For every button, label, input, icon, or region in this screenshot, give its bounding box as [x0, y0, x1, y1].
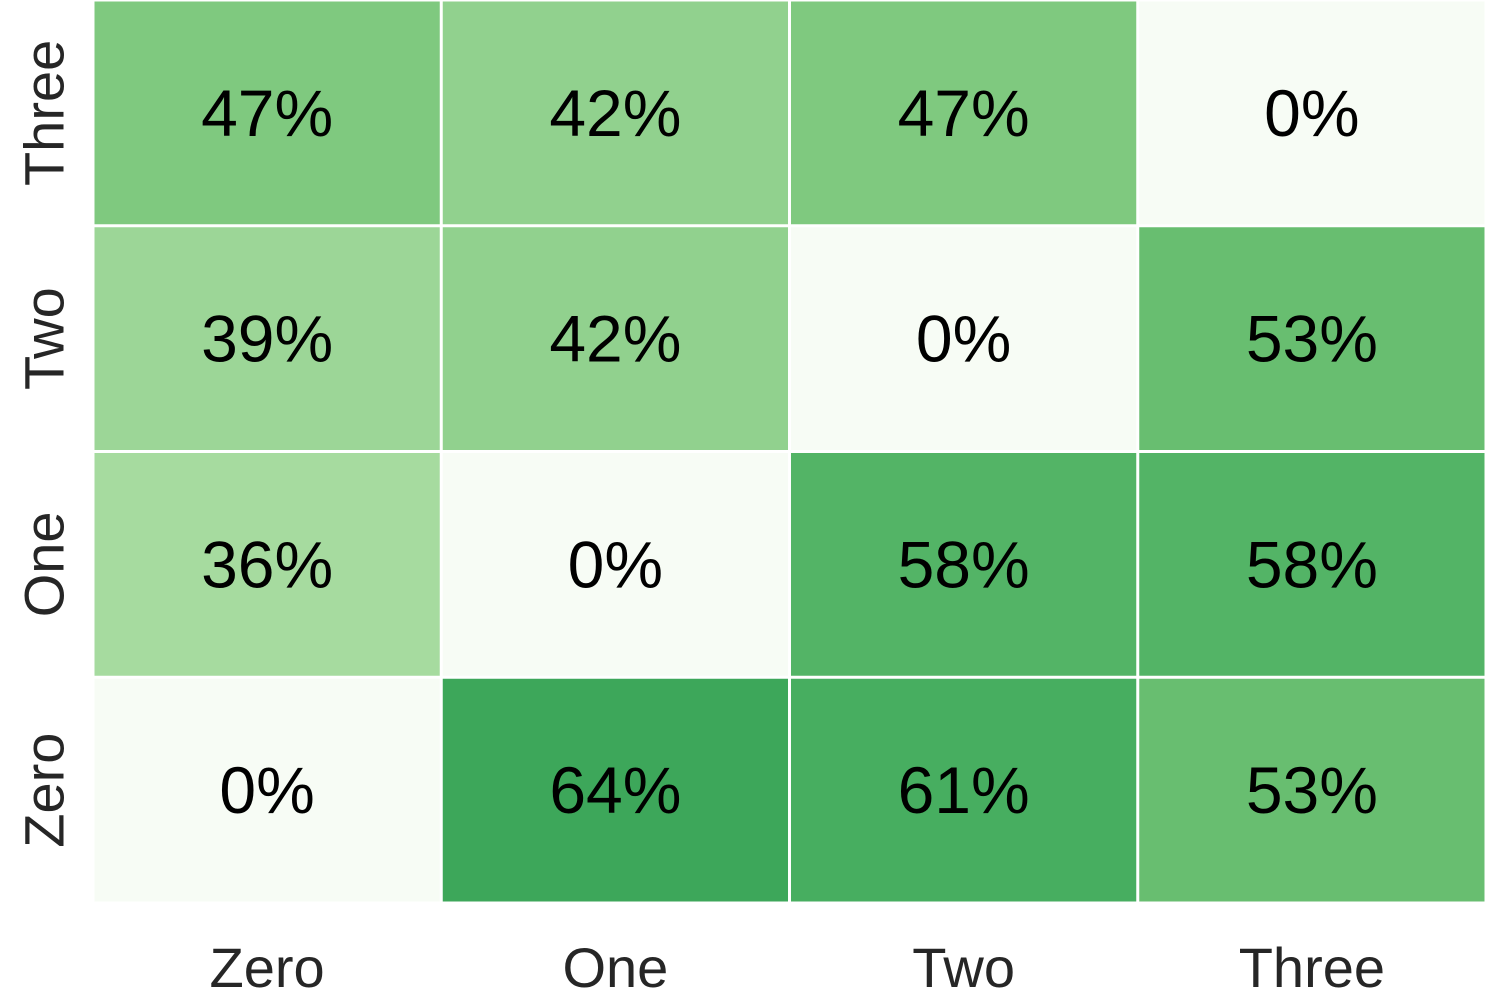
cell-value-label: 36%: [201, 527, 333, 601]
cell-value-label: 58%: [1246, 527, 1378, 601]
cell-value-label: 0%: [916, 302, 1011, 376]
x-tick-label-three: Three: [1239, 936, 1385, 997]
cell-value-label: 39%: [201, 302, 333, 376]
cell-value-label: 61%: [898, 753, 1030, 827]
cell-value-label: 42%: [549, 302, 681, 376]
heatmap-cell-labels: 0% 64% 61% 53% 36% 0% 58% 58% 39% 42% 0% 53% 47% 42% 4…: [201, 76, 1378, 827]
x-tick-label-zero: Zero: [210, 936, 325, 997]
x-tick-label-one: One: [562, 936, 668, 997]
cell-value-label: 47%: [898, 76, 1030, 150]
heatmap-cell-three-one: [442, 1, 788, 225]
cell-value-label: 58%: [898, 527, 1030, 601]
y-tick-label-three: Three: [13, 40, 76, 186]
heatmap-cell-zero-zero: [94, 678, 440, 902]
y-axis-tick-labels: Zero One Two Three: [13, 40, 76, 848]
heatmap-cell-two-one: [442, 227, 788, 450]
heatmap-cell-three-zero: [94, 1, 440, 225]
heatmap-cell-two-two: [791, 227, 1137, 450]
cell-value-label: 64%: [549, 753, 681, 827]
y-tick-label-two: Two: [13, 287, 76, 390]
heatmap-cell-zero-one: [442, 678, 788, 902]
cell-value-label: 0%: [1264, 76, 1359, 150]
y-tick-label-zero: Zero: [13, 733, 76, 848]
heatmap-cell-two-three: [1139, 227, 1485, 450]
cell-value-label: 42%: [549, 76, 681, 150]
heatmap-cells: [94, 1, 1485, 902]
y-tick-label-one: One: [13, 511, 76, 617]
heatmap-cell-one-three: [1139, 453, 1485, 676]
heatmap-cell-three-two: [791, 1, 1137, 225]
cell-value-label: 53%: [1246, 753, 1378, 827]
x-axis-tick-labels: Zero One Two Three: [210, 936, 1385, 997]
cell-value-label: 0%: [219, 753, 314, 827]
cell-value-label: 0%: [568, 527, 663, 601]
heatmap-cell-one-one: [442, 453, 788, 676]
x-tick-label-two: Two: [912, 936, 1015, 997]
heatmap-cell-one-two: [791, 453, 1137, 676]
cell-value-label: 53%: [1246, 302, 1378, 376]
cell-value-label: 47%: [201, 76, 333, 150]
heatmap-cell-one-zero: [94, 453, 440, 676]
heatmap-cell-two-zero: [94, 227, 440, 450]
heatmap-cell-zero-two: [791, 678, 1137, 902]
heatmap-cell-three-three: [1139, 1, 1485, 225]
heatmap-cell-zero-three: [1139, 678, 1485, 902]
